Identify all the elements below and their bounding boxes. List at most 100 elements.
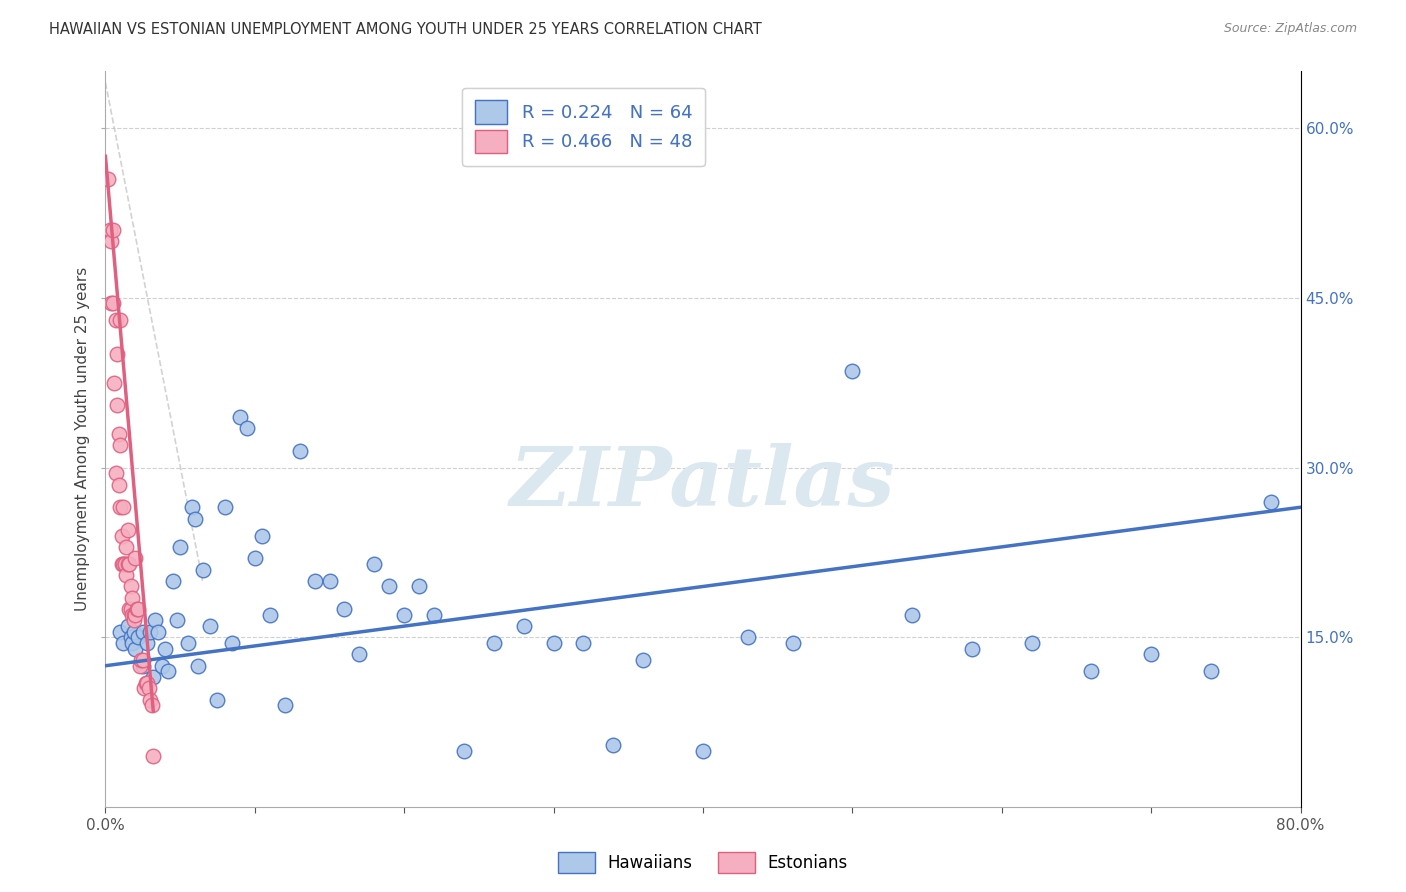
Point — [127, 602, 149, 616]
Point — [141, 698, 163, 713]
Point — [107, 347, 129, 361]
Point — [121, 607, 143, 622]
Point — [157, 665, 180, 679]
Point — [633, 653, 655, 667]
Point — [960, 641, 983, 656]
Point — [101, 296, 124, 310]
Point — [187, 658, 209, 673]
Point — [135, 675, 157, 690]
Point — [162, 574, 184, 588]
Point — [146, 624, 169, 639]
Point — [103, 376, 125, 390]
Point — [122, 607, 145, 622]
Point — [273, 698, 295, 713]
Point — [124, 607, 146, 622]
Point — [1021, 636, 1043, 650]
Point — [1140, 648, 1163, 662]
Point — [288, 443, 311, 458]
Point — [111, 557, 134, 571]
Point — [169, 540, 191, 554]
Point — [110, 500, 132, 515]
Text: ZIPatlas: ZIPatlas — [510, 443, 896, 524]
Point — [111, 528, 134, 542]
Point — [114, 557, 136, 571]
Point — [100, 234, 122, 248]
Point — [117, 523, 139, 537]
Point — [207, 692, 229, 706]
Point — [259, 607, 281, 622]
Point — [115, 540, 138, 554]
Point — [107, 398, 129, 412]
Point — [129, 653, 153, 667]
Point — [112, 636, 135, 650]
Point — [214, 500, 236, 515]
Legend: R = 0.224   N = 64, R = 0.466   N = 48: R = 0.224 N = 64, R = 0.466 N = 48 — [463, 87, 704, 166]
Legend: Hawaiians, Estonians: Hawaiians, Estonians — [551, 846, 855, 880]
Point — [423, 607, 446, 622]
Point — [1199, 665, 1222, 679]
Point — [363, 557, 385, 571]
Point — [120, 602, 142, 616]
Point — [97, 172, 120, 186]
Point — [121, 591, 143, 605]
Point — [104, 313, 127, 327]
Point — [101, 223, 124, 237]
Point — [143, 614, 166, 628]
Point — [221, 636, 243, 650]
Point — [142, 670, 165, 684]
Point — [901, 607, 924, 622]
Point — [114, 557, 136, 571]
Point — [1080, 665, 1102, 679]
Point — [252, 528, 274, 542]
Point — [198, 619, 221, 633]
Point — [124, 641, 146, 656]
Point — [104, 467, 127, 481]
Point — [482, 636, 505, 650]
Point — [150, 658, 173, 673]
Point — [122, 624, 145, 639]
Point — [100, 296, 122, 310]
Point — [191, 562, 214, 576]
Point — [136, 636, 159, 650]
Point — [110, 313, 132, 327]
Point — [229, 409, 252, 424]
Point — [692, 744, 714, 758]
Point — [333, 602, 356, 616]
Point — [125, 602, 148, 616]
Point — [118, 602, 141, 616]
Point — [142, 749, 165, 764]
Point — [122, 614, 145, 628]
Point — [120, 631, 142, 645]
Point — [236, 421, 259, 435]
Point — [136, 675, 159, 690]
Point — [378, 580, 401, 594]
Point — [118, 557, 141, 571]
Point — [543, 636, 565, 650]
Point — [139, 692, 162, 706]
Point — [127, 631, 149, 645]
Point — [108, 426, 131, 441]
Point — [112, 557, 135, 571]
Point — [408, 580, 430, 594]
Point — [98, 223, 121, 237]
Point — [841, 364, 863, 378]
Point — [602, 738, 624, 752]
Point — [132, 658, 155, 673]
Point — [110, 624, 132, 639]
Point — [108, 477, 131, 491]
Point — [453, 744, 475, 758]
Point — [304, 574, 326, 588]
Point — [120, 580, 142, 594]
Point — [117, 619, 139, 633]
Point — [138, 681, 160, 696]
Point — [572, 636, 595, 650]
Point — [176, 636, 198, 650]
Point — [134, 681, 156, 696]
Point — [782, 636, 804, 650]
Point — [139, 624, 162, 639]
Point — [737, 631, 759, 645]
Point — [132, 653, 155, 667]
Point — [117, 557, 139, 571]
Point — [318, 574, 340, 588]
Point — [115, 568, 138, 582]
